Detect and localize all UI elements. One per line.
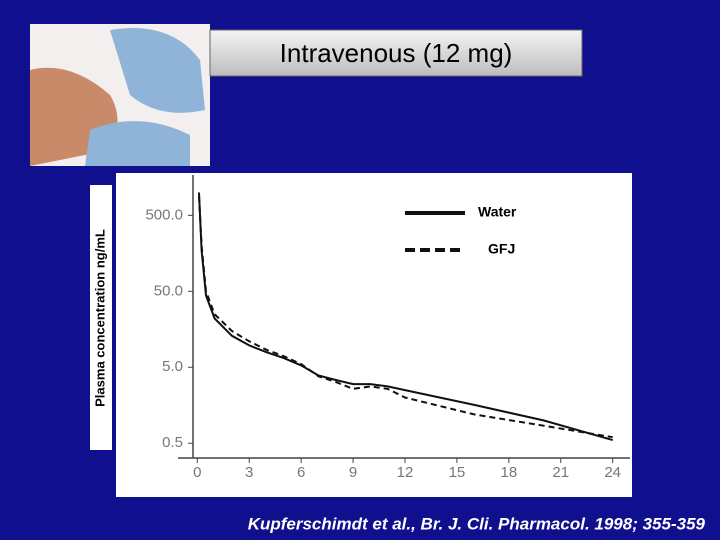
legend-label: Water [478, 204, 517, 220]
y-axis-label: Plasma concentration ng/mL [92, 229, 107, 407]
title-box [209, 29, 583, 77]
plot-panel [116, 173, 632, 497]
legend-label: GFJ [488, 241, 515, 257]
x-tick-label: 6 [297, 464, 305, 481]
y-tick-label: 5.0 [162, 358, 183, 375]
x-tick-label: 0 [193, 464, 201, 481]
x-tick-label: 15 [449, 464, 466, 481]
chart-title: Intravenous (12 mg) [280, 38, 513, 68]
x-tick-label: 18 [501, 464, 518, 481]
photo [30, 24, 210, 166]
x-tick-label: 12 [397, 464, 414, 481]
y-tick-label: 50.0 [154, 282, 183, 299]
series-line [198, 195, 613, 439]
x-tick-label: 9 [349, 464, 357, 481]
y-tick-label: 500.0 [145, 206, 183, 223]
x-tick-label: 21 [552, 464, 569, 481]
y-tick-label: 0.5 [162, 434, 183, 451]
x-tick-label: 3 [245, 464, 253, 481]
x-tick-label: 24 [604, 464, 621, 481]
source-note: Kupferschimdt et al., Br. J. Cli. Pharma… [248, 514, 706, 533]
y-label-box [90, 185, 112, 450]
